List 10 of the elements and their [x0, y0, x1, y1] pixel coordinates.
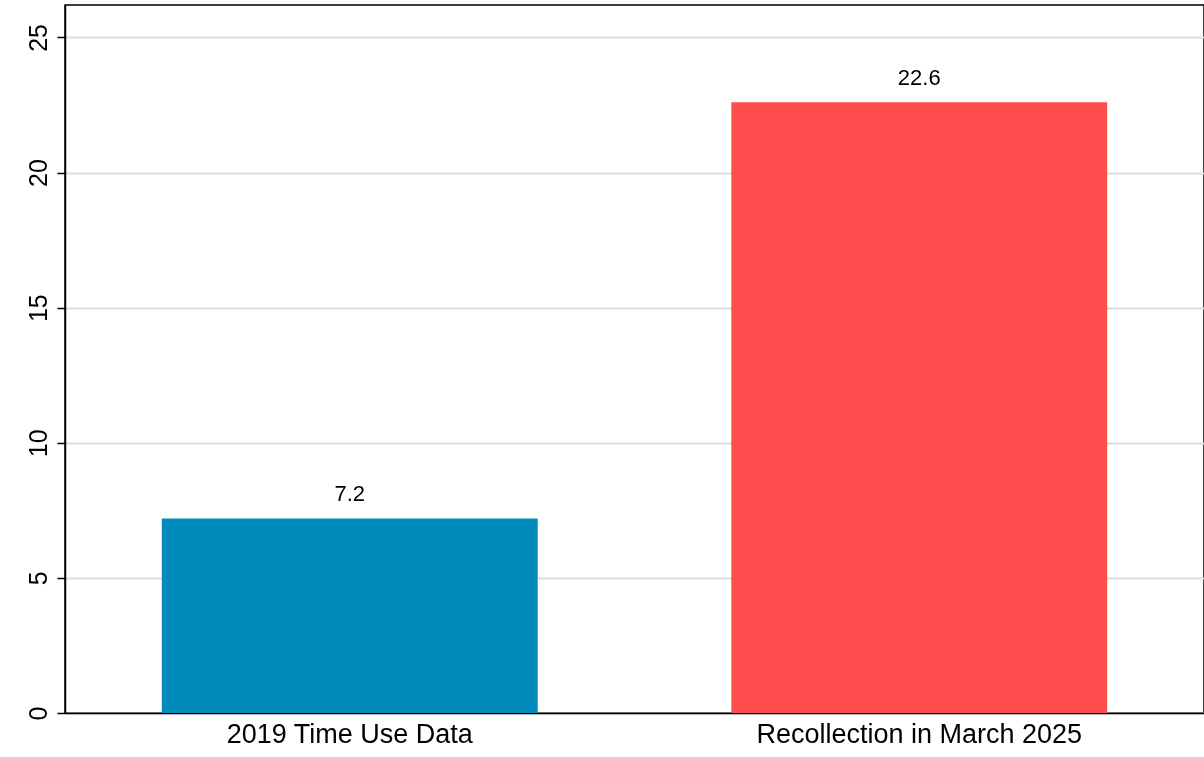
data-label: 22.6 [897, 65, 941, 91]
x-tick-label: 2019 Time Use Data [226, 718, 474, 749]
y-tick-label: 0 [23, 706, 52, 721]
y-tick-label: 25 [23, 24, 52, 52]
y-tick-label: 5 [23, 571, 52, 586]
y-tick-label: 10 [23, 429, 52, 458]
x-tick-label: Recollection in March 2025 [756, 718, 1083, 749]
y-tick-label: 15 [23, 294, 52, 323]
data-label: 7.2 [334, 481, 366, 507]
y-tick-label: 20 [23, 159, 52, 187]
